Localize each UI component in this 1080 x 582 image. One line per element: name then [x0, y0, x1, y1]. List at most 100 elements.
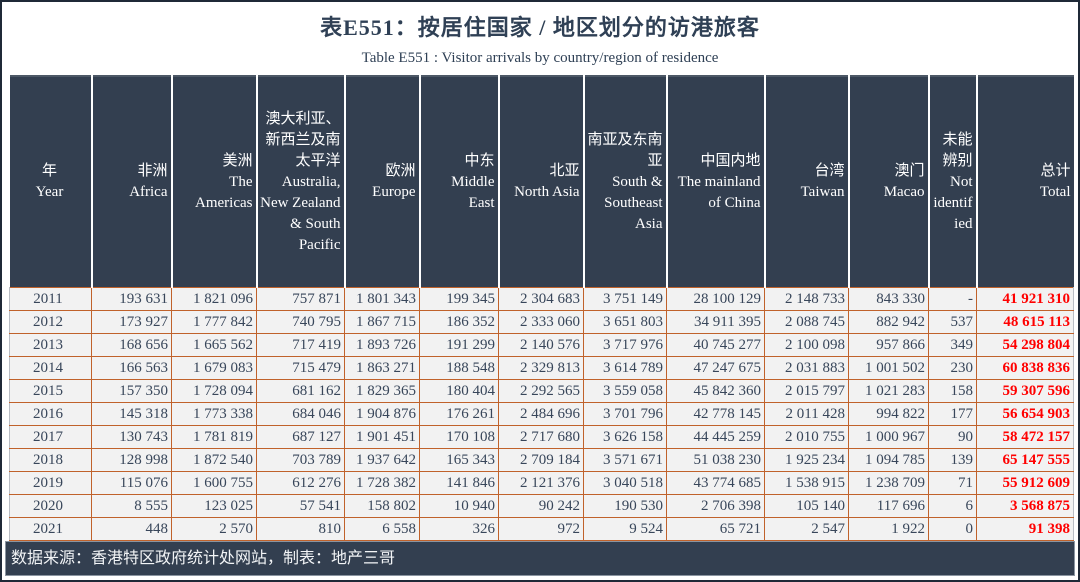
cell-africa: 157 350 [91, 379, 172, 403]
column-label-en: Macao [883, 184, 925, 200]
cell-macao: 882 942 [848, 310, 929, 334]
cell-africa: 8 555 [91, 494, 172, 518]
cell-not-identified: 139 [928, 448, 977, 472]
cell-the-mainland-of-china: 65 721 [666, 517, 765, 541]
column-label-zh: 未能辨别 [942, 131, 973, 169]
cell-macao: 1 238 709 [848, 471, 929, 495]
column-label-en: South & Southeast Asia [604, 173, 663, 232]
column-label-zh: 澳大利亚、新西兰及南太平洋 [265, 110, 341, 169]
cell-total: 55 912 609 [976, 471, 1074, 495]
cell-not-identified: 349 [928, 333, 977, 357]
cell-middle-east: 170 108 [419, 425, 499, 449]
cell-the-mainland-of-china: 2 706 398 [666, 494, 765, 518]
cell-south-southeast-asia: 3 751 149 [583, 287, 667, 311]
column-header-europe: 欧洲 Europe [344, 76, 421, 288]
table-row-2019: 2019 115 076 1 600 755 612 276 1 728 382 141 … [9, 471, 1074, 495]
cell-south-southeast-asia: 3 701 796 [583, 402, 667, 426]
cell-north-asia: 972 [498, 517, 584, 541]
cell-africa: 173 927 [91, 310, 172, 334]
column-label-en: The mainland of China [677, 173, 761, 211]
table-row-2021: 2021 448 2 570 810 6 558 326 972 9 524 65 721 2 5… [9, 517, 1074, 541]
cell-north-asia: 2 304 683 [498, 287, 584, 311]
cell-north-asia: 2 292 565 [498, 379, 584, 403]
cell-north-asia: 2 329 813 [498, 356, 584, 380]
cell-australia-new-zealand-south-pacific: 612 276 [256, 471, 345, 495]
cell-australia-new-zealand-south-pacific: 810 [256, 517, 345, 541]
cell-taiwan: 2 010 755 [764, 425, 849, 449]
cell-australia-new-zealand-south-pacific: 703 789 [256, 448, 345, 472]
page-title: 表E551：按居住国家 / 地区划分的访港旅客 [320, 15, 760, 40]
cell-europe: 158 802 [344, 494, 420, 518]
column-label-en: The Americas [195, 173, 253, 211]
cell-taiwan: 2 088 745 [764, 310, 849, 334]
cell-the-americas: 2 570 [171, 517, 257, 541]
cell-middle-east: 165 343 [419, 448, 499, 472]
column-label-zh: 澳门 [894, 163, 925, 179]
cell-not-identified: - [928, 287, 977, 311]
cell-middle-east: 180 404 [419, 379, 499, 403]
cell-the-mainland-of-china: 40 745 277 [666, 333, 765, 357]
table-header-row: 年 Year 非洲 Africa 美洲 The Americas 澳大利亚、新西兰及南太平洋… [9, 76, 1074, 288]
cell-year: 2016 [9, 402, 92, 426]
cell-total: 41 921 310 [976, 287, 1074, 311]
cell-australia-new-zealand-south-pacific: 740 795 [256, 310, 345, 334]
cell-north-asia: 2 484 696 [498, 402, 584, 426]
cell-taiwan: 2 015 797 [764, 379, 849, 403]
cell-africa: 145 318 [91, 402, 172, 426]
cell-total: 65 147 555 [976, 448, 1074, 472]
cell-the-mainland-of-china: 44 445 259 [666, 425, 765, 449]
cell-the-americas: 1 728 094 [171, 379, 257, 403]
cell-macao: 1 001 502 [848, 356, 929, 380]
cell-the-americas: 1 872 540 [171, 448, 257, 472]
column-label-zh: 年 [41, 163, 57, 179]
cell-not-identified: 230 [928, 356, 977, 380]
cell-taiwan: 2 100 098 [764, 333, 849, 357]
cell-europe: 1 937 642 [344, 448, 420, 472]
cell-the-mainland-of-china: 51 038 230 [666, 448, 765, 472]
cell-the-americas: 1 600 755 [171, 471, 257, 495]
cell-north-asia: 2 717 680 [498, 425, 584, 449]
cell-macao: 117 696 [848, 494, 929, 518]
cell-macao: 1 094 785 [848, 448, 929, 472]
column-header-the-mainland-of-china: 中国内地 The mainland of China [666, 76, 766, 288]
cell-taiwan: 1 538 915 [764, 471, 849, 495]
cell-middle-east: 141 846 [419, 471, 499, 495]
cell-australia-new-zealand-south-pacific: 717 419 [256, 333, 345, 357]
cell-not-identified: 0 [928, 517, 977, 541]
cell-africa: 193 631 [91, 287, 172, 311]
source-note: 数据来源：香港特区政府统计处网站，制表：地产三哥 [5, 541, 1075, 576]
cell-south-southeast-asia: 9 524 [583, 517, 667, 541]
cell-north-asia: 2 709 184 [498, 448, 584, 472]
cell-not-identified: 71 [928, 471, 977, 495]
cell-total: 48 615 113 [976, 310, 1074, 334]
cell-europe: 1 904 876 [344, 402, 420, 426]
cell-middle-east: 176 261 [419, 402, 499, 426]
cell-year: 2014 [9, 356, 92, 380]
column-label-en: Middle East [451, 173, 495, 211]
cell-the-mainland-of-china: 43 774 685 [666, 471, 765, 495]
cell-australia-new-zealand-south-pacific: 715 479 [256, 356, 345, 380]
column-label-en: Australia, New Zealand & South Pacific [260, 173, 341, 253]
cell-taiwan: 1 925 234 [764, 448, 849, 472]
cell-europe: 1 829 365 [344, 379, 420, 403]
cell-not-identified: 177 [928, 402, 977, 426]
column-label-en: Not identified [933, 173, 973, 232]
column-label-en: Africa [129, 184, 168, 200]
cell-year: 2021 [9, 517, 92, 541]
cell-the-americas: 1 777 842 [171, 310, 257, 334]
cell-south-southeast-asia: 190 530 [583, 494, 667, 518]
column-header-north-asia: 北亚 North Asia [498, 76, 585, 288]
column-header-not-identified: 未能辨别 Not identified [928, 76, 978, 288]
cell-south-southeast-asia: 3 626 158 [583, 425, 667, 449]
cell-the-mainland-of-china: 42 778 145 [666, 402, 765, 426]
column-label-zh: 中国内地 [700, 152, 761, 169]
table-row-2012: 2012 173 927 1 777 842 740 795 1 867 715 186 … [9, 310, 1074, 334]
cell-year: 2011 [9, 287, 92, 311]
cell-macao: 957 866 [848, 333, 929, 357]
cell-the-mainland-of-china: 28 100 129 [666, 287, 765, 311]
column-header-the-americas: 美洲 The Americas [171, 76, 258, 288]
cell-taiwan: 2 148 733 [764, 287, 849, 311]
cell-taiwan: 2 031 883 [764, 356, 849, 380]
cell-middle-east: 199 345 [419, 287, 499, 311]
